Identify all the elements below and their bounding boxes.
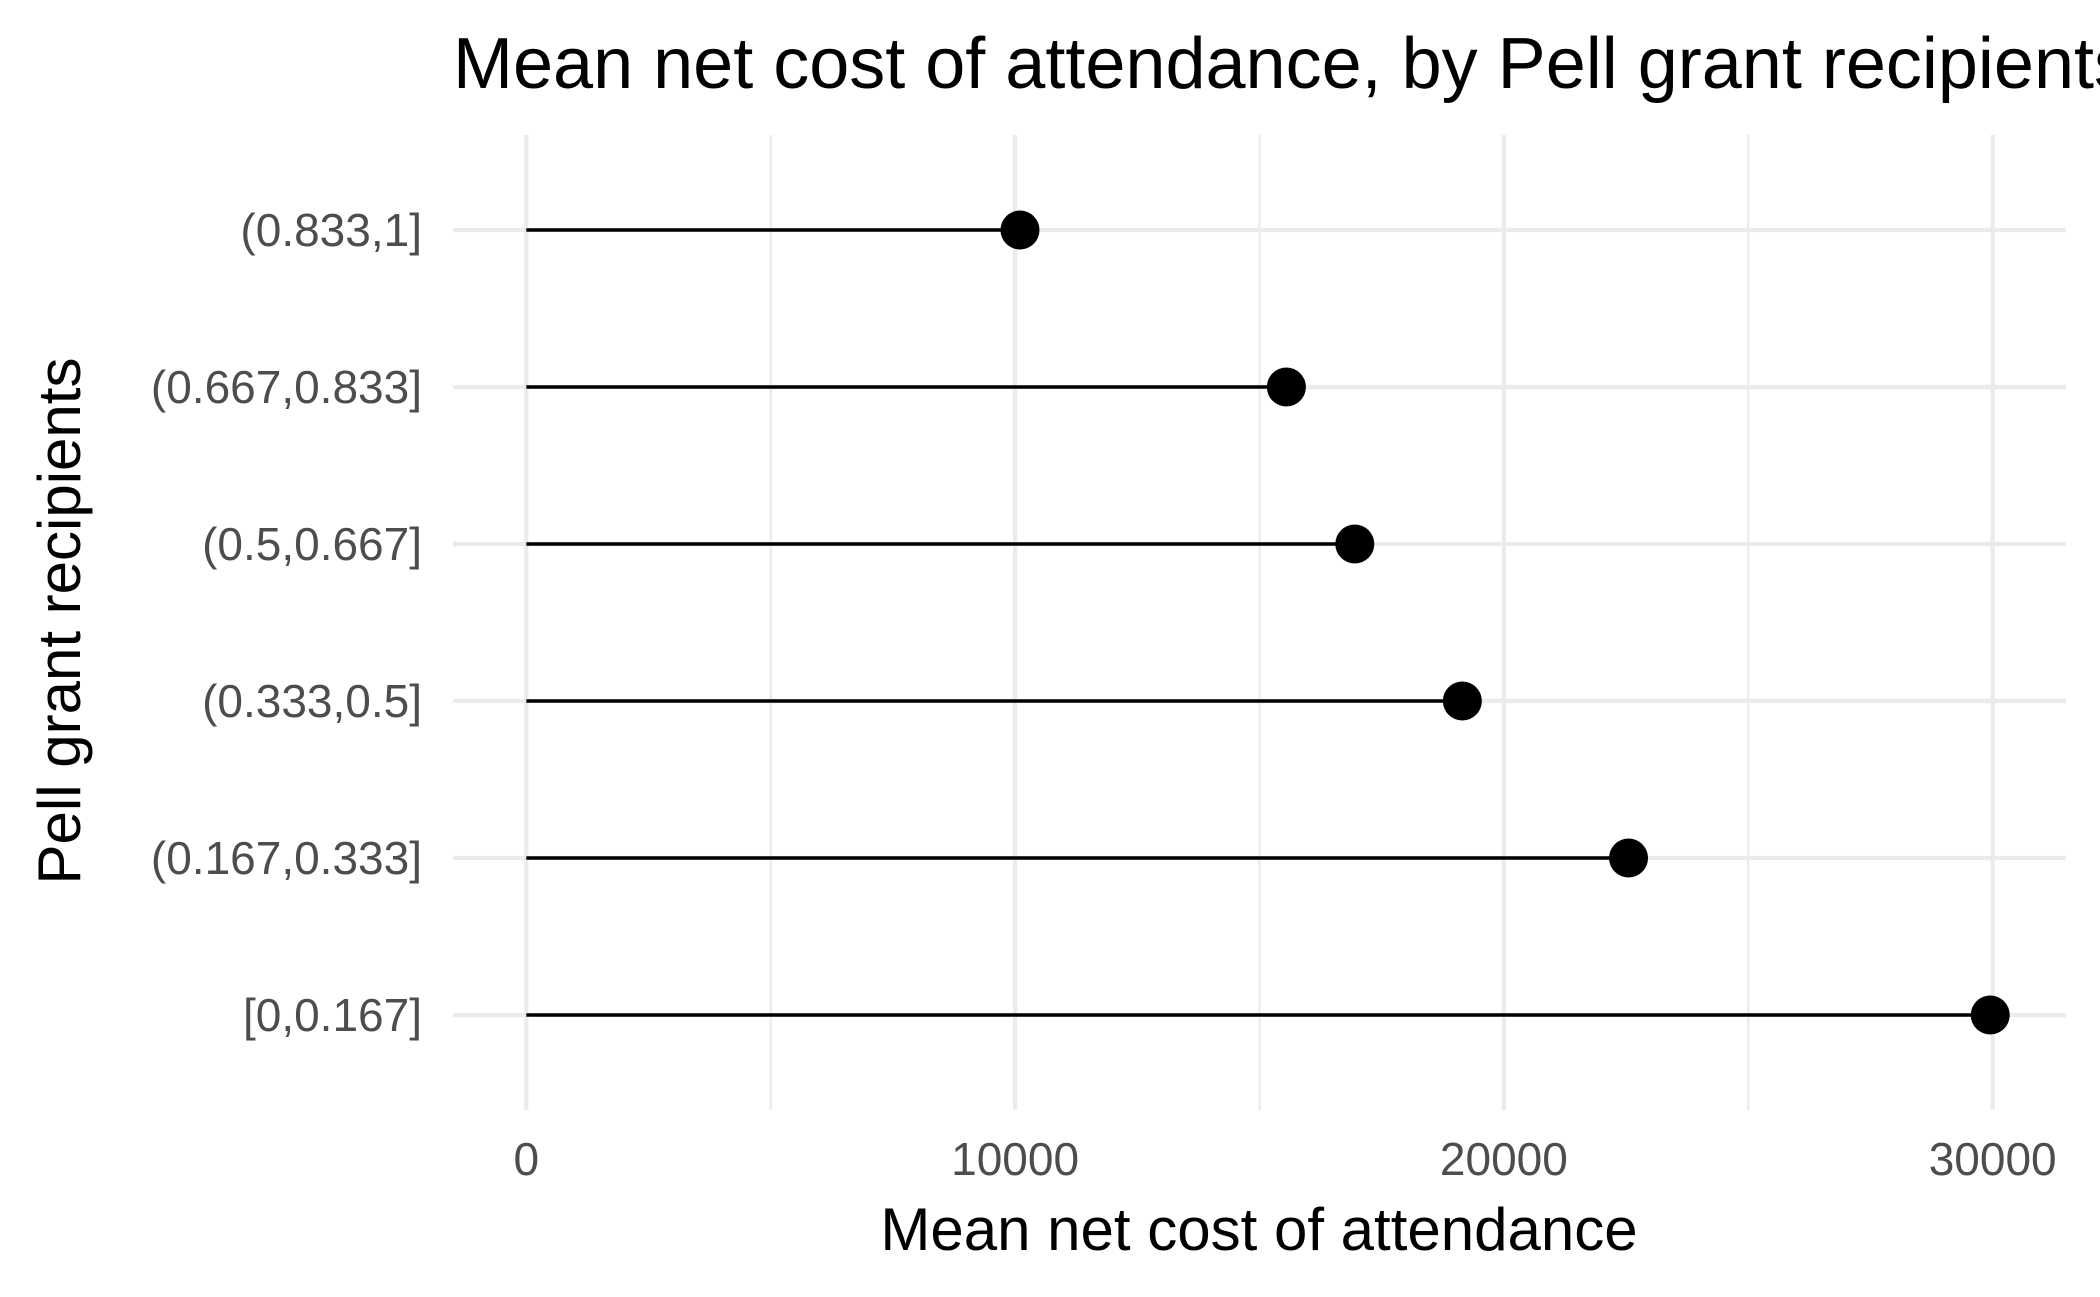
lollipop-dot	[1335, 524, 1375, 564]
stems	[526, 228, 1991, 1017]
lollipop-dot	[1266, 367, 1306, 407]
x-axis-title: Mean net cost of attendance	[880, 1196, 1637, 1263]
x-tick-label: 10000	[951, 1133, 1079, 1185]
y-axis-tick-labels: [0,0.167] (0.167,0.333] (0.333,0.5] (0.5,0.…	[151, 204, 422, 1041]
x-axis-tick-labels: 0 10000 20000 30000	[514, 1133, 2057, 1185]
x-tick-label: 20000	[1440, 1133, 1568, 1185]
lollipop-dot	[1000, 210, 1040, 250]
y-tick-label: (0.5,0.667]	[202, 518, 422, 570]
y-tick-label: (0.167,0.333]	[151, 832, 422, 884]
y-tick-label: [0,0.167]	[243, 989, 422, 1041]
dots	[1000, 210, 2010, 1035]
x-tick-label: 0	[514, 1133, 540, 1185]
lollipop-dot	[1970, 995, 2010, 1035]
y-tick-label: (0.833,1]	[240, 204, 422, 256]
chart-title: Mean net cost of attendance, by Pell gra…	[453, 24, 2100, 104]
lollipop-dot	[1442, 681, 1482, 721]
lollipop-dot	[1609, 838, 1649, 878]
x-tick-label: 30000	[1929, 1133, 2057, 1185]
y-tick-label: (0.667,0.833]	[151, 361, 422, 413]
y-axis-title: Pell grant recipients	[26, 358, 93, 885]
grid	[453, 135, 2066, 1110]
y-tick-label: (0.333,0.5]	[202, 675, 422, 727]
